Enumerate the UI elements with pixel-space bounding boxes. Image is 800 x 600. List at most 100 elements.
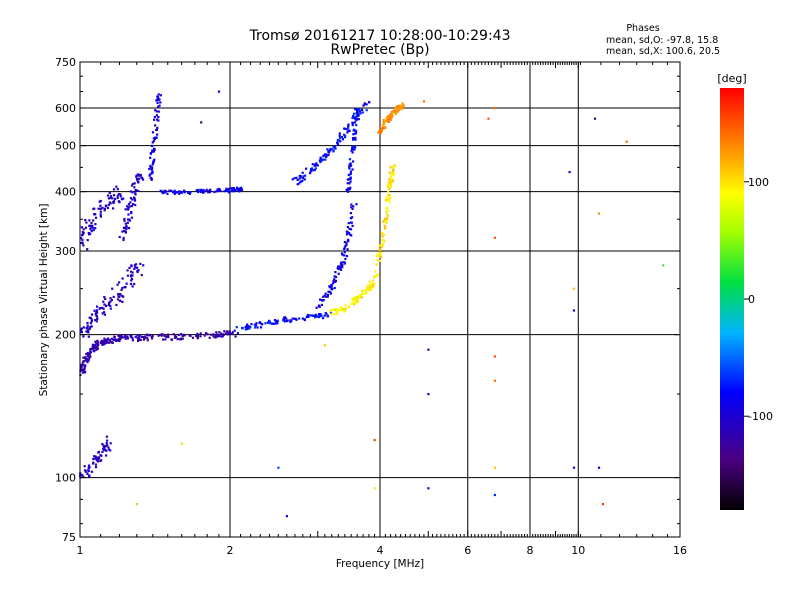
data-point [118, 295, 121, 298]
data-point [383, 227, 386, 230]
data-point [122, 197, 125, 200]
data-point [348, 188, 351, 191]
data-point [354, 121, 357, 124]
data-point [88, 328, 91, 331]
data-point [332, 280, 335, 283]
data-point [151, 163, 154, 166]
data-point [82, 233, 85, 236]
data-point [82, 326, 85, 329]
data-point [315, 306, 318, 309]
data-point [320, 158, 323, 162]
data-point [343, 254, 346, 257]
data-point [127, 213, 130, 216]
data-point [143, 336, 146, 339]
data-point [357, 118, 360, 121]
data-point [379, 251, 382, 254]
data-point [387, 182, 390, 185]
data-point [385, 117, 388, 120]
data-point [94, 313, 97, 316]
data-point [239, 189, 242, 192]
data-point [369, 284, 372, 287]
data-point [348, 178, 351, 181]
data-point [84, 356, 87, 359]
data-point [120, 198, 123, 201]
data-point [151, 150, 154, 153]
data-point [129, 270, 133, 273]
data-point [197, 190, 200, 194]
data-point [207, 189, 210, 193]
data-point [96, 345, 99, 348]
data-point [340, 135, 344, 139]
data-point [389, 166, 392, 169]
data-point [343, 247, 346, 251]
data-point [389, 117, 392, 120]
colorbar-gradient [720, 88, 744, 510]
data-point [137, 174, 141, 177]
data-point [232, 187, 235, 190]
data-point [334, 275, 338, 279]
data-point [355, 115, 358, 118]
data-point [134, 266, 137, 269]
data-point [387, 184, 390, 187]
data-point [373, 487, 376, 490]
data-point [320, 314, 323, 317]
data-point [347, 238, 350, 241]
data-point [118, 339, 121, 342]
data-point [166, 192, 169, 195]
data-point [160, 190, 163, 193]
data-point [179, 191, 182, 194]
data-point [204, 332, 208, 335]
data-point [178, 192, 181, 195]
data-point [153, 115, 156, 119]
data-point [318, 305, 321, 308]
data-point [96, 460, 99, 463]
data-point [119, 293, 122, 296]
data-point [324, 292, 327, 295]
data-point [369, 286, 372, 289]
data-point [97, 450, 100, 454]
data-point [151, 166, 154, 169]
data-point [93, 350, 96, 353]
data-point [283, 320, 287, 323]
data-point [110, 341, 113, 344]
data-point [346, 178, 349, 181]
data-point [104, 448, 107, 451]
y-tick-label: 75 [62, 531, 76, 544]
data-point [178, 338, 181, 341]
data-point [152, 161, 155, 164]
data-point [388, 178, 391, 181]
data-point [101, 443, 104, 446]
data-point [388, 118, 391, 121]
data-point [176, 337, 179, 341]
data-point [103, 337, 106, 340]
data-point [379, 255, 383, 258]
data-point [340, 308, 343, 312]
data-point [102, 307, 105, 310]
data-point [89, 326, 92, 329]
data-point [356, 299, 359, 302]
data-point [117, 339, 120, 342]
data-point [234, 335, 237, 338]
data-point [96, 341, 99, 344]
data-point [298, 177, 301, 180]
data-point [343, 127, 346, 130]
data-point [268, 322, 271, 325]
data-point [140, 335, 143, 338]
data-point [381, 126, 384, 130]
data-point [330, 283, 333, 286]
data-point [361, 289, 364, 293]
data-point [395, 109, 398, 112]
data-point [130, 184, 134, 187]
data-point [106, 444, 109, 447]
data-point [361, 108, 364, 111]
data-point [141, 178, 145, 181]
data-point [89, 228, 92, 231]
data-point [333, 313, 336, 316]
data-point [196, 189, 199, 192]
data-point [109, 304, 112, 307]
data-point [157, 334, 160, 337]
data-point [87, 359, 90, 362]
data-point [99, 213, 102, 216]
data-point [344, 307, 347, 310]
data-point [382, 220, 385, 223]
